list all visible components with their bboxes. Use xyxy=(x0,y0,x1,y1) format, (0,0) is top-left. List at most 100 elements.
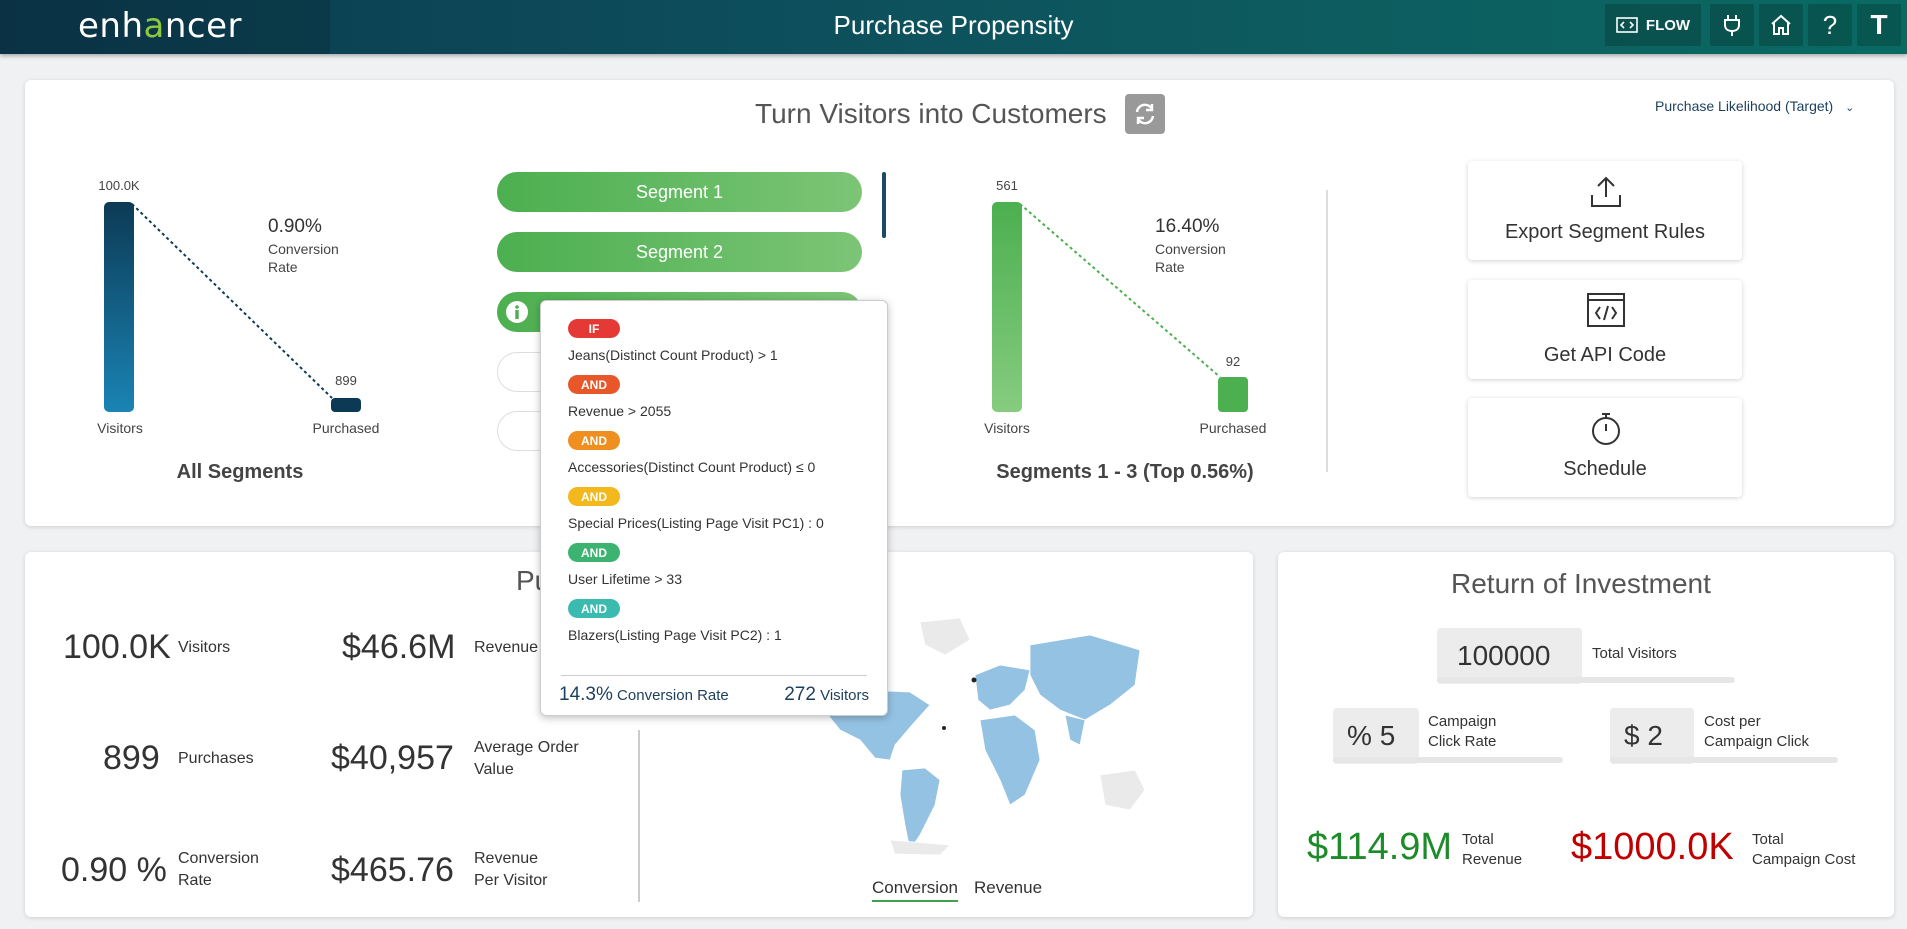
divider xyxy=(638,730,640,902)
kpi-rpv-label: Revenue Per Visitor xyxy=(474,850,548,889)
refresh-icon xyxy=(1135,103,1155,125)
all-segments-chart xyxy=(104,202,361,412)
rule-condition: User Lifetime > 33 xyxy=(568,571,682,587)
flow-button[interactable]: FLOW xyxy=(1605,4,1701,46)
info-icon[interactable] xyxy=(505,300,529,324)
kpi-visitors-label: Visitors xyxy=(178,639,231,656)
kpi-conversion-label: Conversion Rate xyxy=(178,850,259,889)
refresh-button[interactable] xyxy=(1125,94,1165,134)
top-bar: enhancer Purchase Propensity FLOW ? T xyxy=(0,0,1907,54)
europe[interactable] xyxy=(974,664,1031,711)
segment-2-button[interactable]: Segment 2 xyxy=(497,232,862,272)
total-campaign-cost-value: $1000.0K xyxy=(1571,826,1734,868)
kpi-aov-label: Average Order Value xyxy=(474,739,579,778)
top-purchased-value: 92 xyxy=(1225,354,1241,369)
flow-label: FLOW xyxy=(1645,16,1691,34)
cost-per-click-value: 2 xyxy=(1647,720,1663,751)
export-segment-rules-button[interactable]: Export Segment Rules xyxy=(1468,161,1742,260)
rule-operator-pill: IF xyxy=(568,319,620,338)
tooltip-visitors: 272 Visitors xyxy=(784,684,869,705)
x-label-purchased: Purchased xyxy=(1199,420,1267,436)
roi-title: Return of Investment xyxy=(1451,568,1711,599)
trend-line xyxy=(131,203,333,399)
kpi-rpv-value: $465.76 xyxy=(331,851,454,889)
segment-1-button[interactable]: Segment 1 xyxy=(497,172,862,212)
top-visitors-value: 561 xyxy=(996,178,1018,193)
total-revenue-value: $114.9M xyxy=(1307,826,1453,868)
cost-per-click-input[interactable]: $ 2 xyxy=(1610,708,1694,764)
target-dropdown[interactable]: Purchase Likelihood (Target) ⌄ xyxy=(1655,98,1854,114)
africa[interactable] xyxy=(979,714,1041,806)
campaign-click-rate-label: Campaign Click Rate xyxy=(1428,713,1497,750)
bar-purchased xyxy=(331,398,361,412)
antarctica-edge xyxy=(889,839,951,856)
campaign-click-rate-value: 5 xyxy=(1379,720,1396,751)
home-button[interactable] xyxy=(1759,4,1803,46)
rule-condition: Blazers(Listing Page Visit PC2) : 1 xyxy=(568,627,782,643)
top-segments-chart xyxy=(992,202,1248,412)
x-label-visitors: Visitors xyxy=(984,420,1030,436)
get-api-code-button[interactable]: Get API Code xyxy=(1468,280,1742,379)
greenland[interactable] xyxy=(919,617,971,656)
top-conversion-pct: 16.40% xyxy=(1155,216,1220,237)
bar-visitors xyxy=(992,202,1022,412)
map-marker xyxy=(971,677,977,683)
rule-condition: Jeans(Distinct Count Product) > 1 xyxy=(568,347,778,363)
tooltip-divider xyxy=(561,675,867,676)
cost-per-click-label: Cost per Campaign Click xyxy=(1704,713,1810,750)
bar-purchased xyxy=(1218,377,1248,412)
south-america[interactable] xyxy=(899,767,941,852)
visitors-value: 100.0K xyxy=(98,178,140,193)
india[interactable] xyxy=(1064,714,1086,746)
kpi-revenue-value: $46.6M xyxy=(342,628,456,666)
total-visitors-value: 100000 xyxy=(1457,640,1551,671)
rule-operator-pill: AND xyxy=(568,599,620,618)
kpi-revenue-label: Revenue xyxy=(474,639,539,656)
plugin-button[interactable] xyxy=(1710,4,1754,46)
kpi-visitors-value: 100.0K xyxy=(63,628,171,666)
rule-operator-pill: AND xyxy=(568,543,620,562)
cpc-underline xyxy=(1610,757,1838,763)
rule-condition: Special Prices(Listing Page Visit PC1) :… xyxy=(568,515,824,531)
percent-prefix: % xyxy=(1347,720,1372,751)
campaign-click-rate-input[interactable]: % 5 xyxy=(1333,708,1419,764)
total-campaign-cost-label: Total Campaign Cost xyxy=(1752,831,1856,868)
total-visitors-underline xyxy=(1437,677,1735,683)
kpi-conversion-value: 0.90 % xyxy=(61,851,167,889)
top-conversion-label: Conversion Rate xyxy=(1155,241,1226,275)
bar-visitors xyxy=(104,202,134,412)
top-segments-caption: Segments 1 - 3 (Top 0.56%) xyxy=(996,461,1254,483)
api-label: Get API Code xyxy=(1543,344,1667,366)
divider xyxy=(1326,190,1328,472)
tab-revenue[interactable]: Revenue xyxy=(974,878,1043,897)
turn-visitors-title: Turn Visitors into Customers xyxy=(755,98,1107,129)
tab-conversion[interactable]: Conversion xyxy=(872,878,958,902)
kpi-aov-value: $40,957 xyxy=(331,739,454,777)
logo-zone xyxy=(0,0,330,54)
x-label-purchased: Purchased xyxy=(312,420,380,436)
rule-condition: Accessories(Distinct Count Product) ≤ 0 xyxy=(568,459,816,475)
dollar-prefix: $ xyxy=(1624,720,1640,751)
code-window-icon xyxy=(1587,293,1625,327)
total-revenue-label: Total Revenue xyxy=(1462,831,1523,868)
kpi-purchases-value: 899 xyxy=(103,739,160,777)
asia[interactable] xyxy=(1029,634,1141,721)
x-label-visitors: Visitors xyxy=(97,420,143,436)
stopwatch-icon xyxy=(1592,413,1620,445)
home-icon xyxy=(1771,14,1791,35)
segment-scrollbar[interactable] xyxy=(882,172,886,238)
upload-icon xyxy=(1591,176,1621,207)
australia[interactable] xyxy=(1099,769,1146,811)
user-avatar[interactable]: T xyxy=(1857,4,1901,46)
rule-operator-pill: AND xyxy=(568,431,620,450)
total-visitors-input[interactable]: 100000 xyxy=(1437,628,1582,684)
help-button[interactable]: ? xyxy=(1808,4,1852,46)
rule-operator-pill: AND xyxy=(568,487,620,506)
rule-condition: Revenue > 2055 xyxy=(568,403,672,419)
chevron-down-icon: ⌄ xyxy=(1845,102,1855,114)
logo[interactable]: enhancer xyxy=(78,6,242,46)
map-marker xyxy=(942,726,946,730)
schedule-button[interactable]: Schedule xyxy=(1468,398,1742,497)
trend-line xyxy=(1019,203,1221,378)
all-segments-caption: All Segments xyxy=(176,461,304,483)
